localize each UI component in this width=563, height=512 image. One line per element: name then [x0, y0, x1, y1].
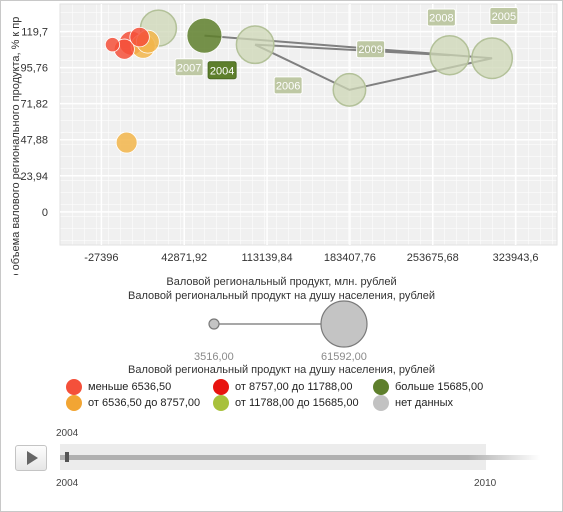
play-button[interactable]: [15, 445, 47, 471]
year-label: 2005: [489, 7, 519, 26]
legend-swatch: [213, 379, 229, 395]
year-label: 2009: [356, 40, 386, 59]
year-label-text: 2009: [358, 44, 382, 56]
year-label: 2006: [273, 76, 303, 95]
bubble[interactable]: [471, 37, 514, 80]
year-label: 2004: [207, 61, 237, 80]
y-axis-title: го объема валового регионального продукт…: [10, 17, 22, 275]
bubble-chart: 2004 2005 2006 2007 2008 2009 0 23,94 47,88 71,8…: [10, 3, 558, 275]
year-label-text: 2008: [429, 13, 453, 25]
x-axis-title: Валовой региональный продукт, млн. рубле…: [166, 276, 397, 288]
legend-label: от 6536,50 до 8757,00: [88, 397, 201, 409]
year-label: 2008: [426, 8, 456, 27]
size-legend: [208, 300, 368, 348]
year-label-text: 2006: [276, 80, 300, 92]
legend-label: от 8757,00 до 11788,00: [235, 381, 353, 393]
legend-item: меньше 6536,50: [66, 379, 171, 395]
size-axis-title: Валовой региональный продукт на душу нас…: [127, 290, 435, 302]
year-label: 2007: [174, 58, 204, 77]
bubble[interactable]: [129, 26, 150, 48]
x-tick-label: 183407,76: [324, 252, 376, 264]
legend-swatch: [373, 395, 389, 411]
y-tick-label: 47,88: [20, 135, 48, 147]
legend-swatch: [213, 395, 229, 411]
timeline-slider[interactable]: [0, 444, 563, 474]
legend-swatch: [66, 379, 82, 395]
y-tick-label: 119,7: [21, 27, 48, 39]
legend-label: больше 15685,00: [395, 381, 484, 393]
x-tick-label: 253675,68: [407, 252, 459, 264]
year-label-text: 2007: [177, 62, 201, 74]
legend-label: нет данных: [395, 397, 454, 409]
timeline-handle[interactable]: [65, 452, 69, 462]
timeline-current-year: 2004: [56, 428, 79, 439]
legend-label: от 11788,00 до 15685,00: [235, 397, 359, 409]
timeline-start-label: 2004: [56, 478, 79, 489]
legend-swatch: [373, 379, 389, 395]
play-icon: [27, 451, 38, 465]
color-legend-title: Валовой региональный продукт на душу нас…: [127, 364, 435, 376]
bubble[interactable]: [104, 37, 121, 53]
legend-swatch: [66, 395, 82, 411]
x-tick-label: 42871,92: [161, 252, 207, 264]
x-tick-label: -27396: [84, 252, 118, 264]
legend-item: нет данных: [373, 395, 453, 411]
bubble[interactable]: [235, 25, 275, 65]
x-tick-label: 113139,84: [241, 252, 292, 264]
bubble[interactable]: [186, 17, 223, 54]
bubble[interactable]: [429, 34, 470, 76]
size-legend-max-bubble: [320, 300, 368, 348]
year-label-text: 2004: [210, 65, 234, 77]
legend-item: от 11788,00 до 15685,00: [213, 395, 359, 411]
x-tick-label: 323943,6: [493, 252, 539, 264]
bubble[interactable]: [115, 131, 138, 154]
y-tick-label: 71,82: [20, 99, 48, 111]
y-tick-label: 0: [42, 207, 48, 219]
y-tick-label: 23,94: [20, 171, 48, 183]
timeline-track: [60, 455, 540, 460]
bubble[interactable]: [332, 72, 367, 107]
y-tick-label: 95,76: [20, 63, 48, 75]
legend-item: от 6536,50 до 8757,00: [66, 395, 200, 411]
size-legend-min-label: 3516,00: [194, 351, 234, 363]
year-label-text: 2005: [492, 11, 516, 23]
legend-item: больше 15685,00: [373, 379, 483, 395]
size-legend-max-label: 61592,00: [321, 351, 367, 363]
size-legend-min-bubble: [208, 318, 220, 330]
legend-item: от 8757,00 до 11788,00: [213, 379, 352, 395]
timeline-end-label: 2010: [474, 478, 497, 489]
legend-label: меньше 6536,50: [88, 381, 172, 393]
